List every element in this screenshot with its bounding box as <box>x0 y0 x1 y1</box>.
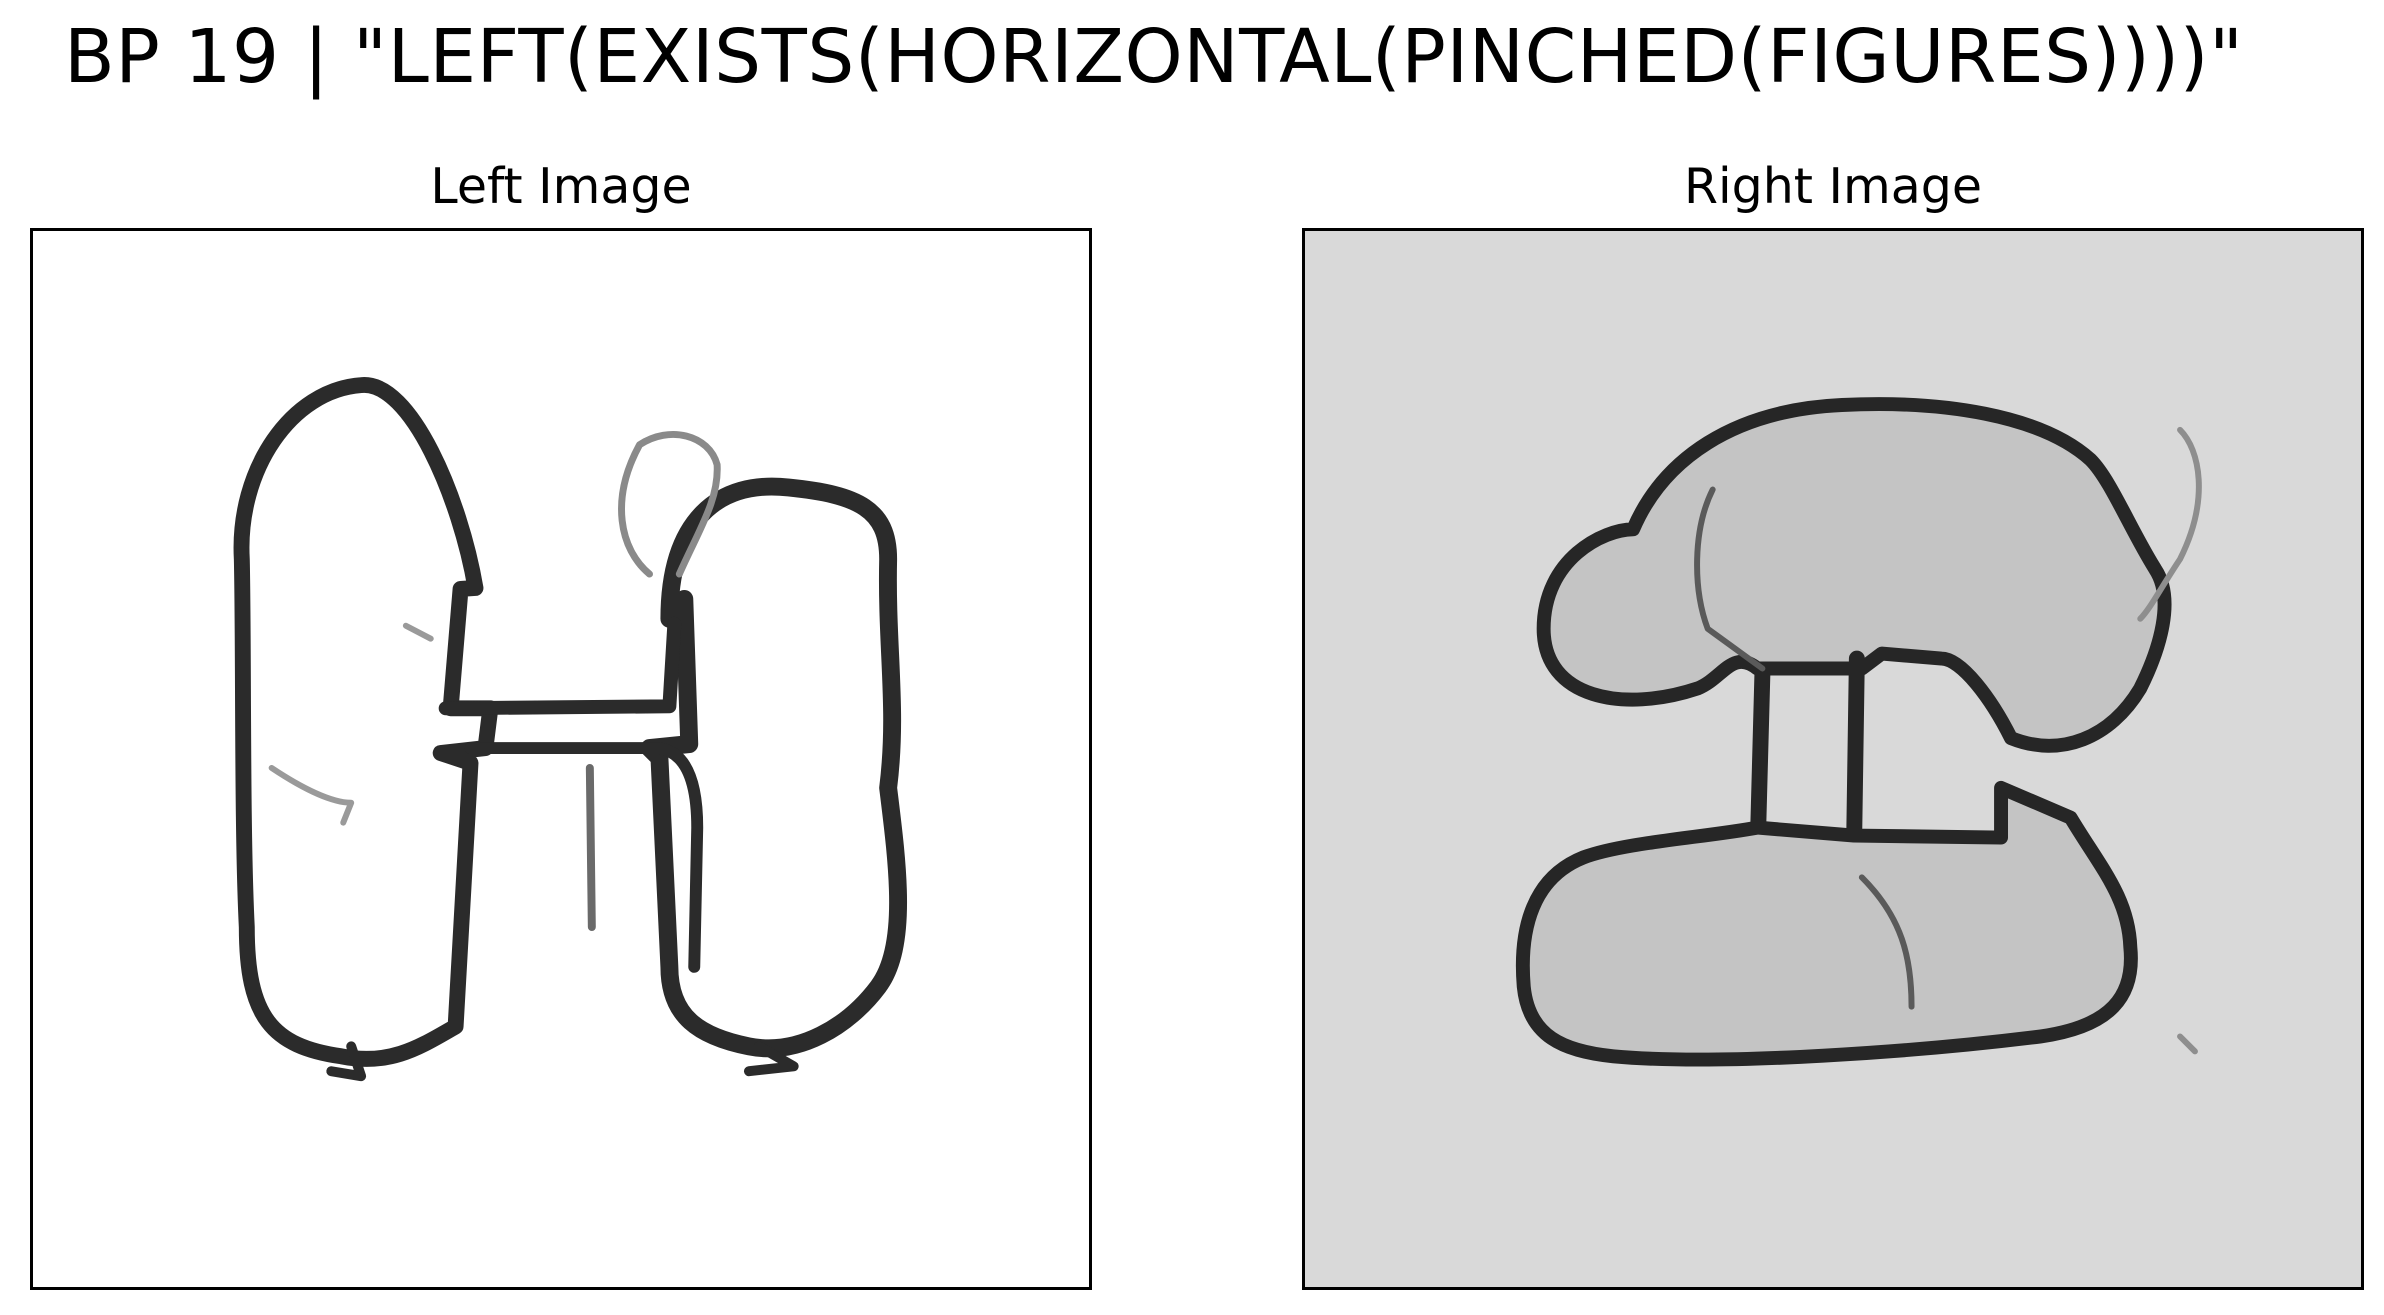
stray-mark-top <box>402 622 434 642</box>
top-cap-outline <box>1536 397 2172 753</box>
bottom-base-outline <box>1515 780 2138 1067</box>
upper-pinch-bar <box>438 616 682 716</box>
left-lobe-outline <box>233 377 499 1067</box>
figure-title: BP 19 | "LEFT(EXISTS(HORIZONTAL(PINCHED(… <box>64 14 2244 100</box>
left-panel-title: Left Image <box>430 158 692 215</box>
stray-mark-bottom <box>2177 1033 2198 1055</box>
right-image-panel <box>1302 228 2364 1290</box>
stray-mark-left <box>268 764 355 826</box>
right-panel-title: Right Image <box>1683 158 1983 215</box>
inner-line-bottom <box>1858 874 1915 1010</box>
small-loop <box>618 430 721 578</box>
left-pinched-figure-drawing <box>233 377 907 1082</box>
foot-right <box>743 1041 799 1077</box>
stem-right-edge <box>1845 650 1865 866</box>
inner-stroke <box>585 763 596 932</box>
right-pinched-figure-drawing <box>1515 397 2202 1067</box>
foot-left <box>326 1041 367 1082</box>
inner-line-top <box>1694 486 1766 672</box>
left-image-panel <box>30 228 1092 1290</box>
lower-pinch-bar <box>464 742 704 973</box>
stray-mark-right <box>2137 426 2202 622</box>
right-lobe-outline <box>640 477 907 1058</box>
